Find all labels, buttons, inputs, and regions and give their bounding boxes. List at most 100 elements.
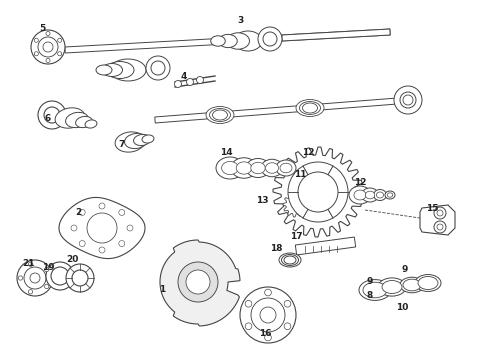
Ellipse shape: [134, 134, 150, 145]
Polygon shape: [283, 193, 307, 217]
Circle shape: [79, 240, 85, 247]
Circle shape: [45, 267, 49, 272]
Circle shape: [437, 224, 443, 230]
Circle shape: [28, 262, 33, 266]
Ellipse shape: [387, 193, 393, 197]
Ellipse shape: [206, 107, 234, 123]
Ellipse shape: [362, 188, 378, 202]
Text: 16: 16: [259, 329, 271, 338]
Ellipse shape: [75, 116, 93, 127]
Ellipse shape: [213, 110, 227, 120]
Polygon shape: [420, 205, 455, 235]
Ellipse shape: [115, 132, 145, 152]
Circle shape: [434, 221, 446, 233]
Polygon shape: [59, 197, 145, 258]
Ellipse shape: [216, 157, 244, 179]
Circle shape: [240, 287, 296, 343]
Circle shape: [265, 334, 271, 341]
Ellipse shape: [415, 275, 441, 292]
Polygon shape: [282, 29, 390, 41]
Text: 2: 2: [75, 207, 81, 216]
Circle shape: [17, 260, 53, 296]
Circle shape: [46, 262, 74, 290]
Ellipse shape: [276, 160, 296, 176]
Circle shape: [38, 37, 58, 57]
Ellipse shape: [106, 62, 134, 78]
Text: 12: 12: [302, 148, 314, 157]
Circle shape: [43, 42, 53, 52]
Circle shape: [34, 52, 38, 56]
Ellipse shape: [246, 158, 270, 177]
Ellipse shape: [221, 161, 239, 175]
Circle shape: [34, 38, 38, 42]
Ellipse shape: [373, 189, 387, 201]
Circle shape: [258, 27, 282, 51]
Circle shape: [38, 101, 66, 129]
Ellipse shape: [366, 191, 375, 199]
Circle shape: [18, 276, 23, 280]
Ellipse shape: [210, 108, 230, 122]
Circle shape: [288, 162, 348, 222]
Circle shape: [400, 92, 416, 108]
Ellipse shape: [400, 277, 424, 293]
Circle shape: [245, 300, 252, 307]
Circle shape: [284, 300, 291, 307]
Circle shape: [28, 290, 33, 294]
Text: 9: 9: [402, 266, 408, 274]
Circle shape: [46, 58, 50, 63]
Circle shape: [51, 267, 69, 285]
Text: 20: 20: [66, 256, 78, 265]
Text: 3: 3: [237, 15, 243, 24]
Circle shape: [174, 81, 181, 87]
Ellipse shape: [382, 280, 402, 293]
Polygon shape: [155, 97, 410, 123]
Circle shape: [263, 32, 277, 46]
Ellipse shape: [296, 99, 324, 117]
Ellipse shape: [211, 36, 225, 46]
Circle shape: [394, 86, 422, 114]
Circle shape: [24, 267, 46, 289]
Circle shape: [45, 284, 49, 289]
Ellipse shape: [234, 31, 262, 51]
Ellipse shape: [66, 112, 88, 128]
Circle shape: [146, 56, 170, 80]
Ellipse shape: [261, 159, 283, 177]
Ellipse shape: [266, 163, 279, 173]
Ellipse shape: [142, 135, 154, 143]
Circle shape: [434, 207, 446, 219]
Ellipse shape: [281, 255, 298, 266]
Text: 15: 15: [426, 203, 438, 212]
Circle shape: [251, 298, 285, 332]
Circle shape: [99, 247, 105, 253]
Circle shape: [186, 270, 210, 294]
Circle shape: [72, 270, 88, 286]
Text: 10: 10: [396, 303, 408, 312]
Ellipse shape: [219, 35, 237, 48]
Ellipse shape: [284, 256, 296, 264]
Ellipse shape: [363, 282, 387, 298]
Ellipse shape: [101, 63, 122, 77]
Text: 1: 1: [159, 285, 165, 294]
Circle shape: [245, 323, 252, 330]
Polygon shape: [65, 29, 390, 53]
Circle shape: [298, 172, 338, 212]
Ellipse shape: [96, 65, 112, 75]
Circle shape: [58, 52, 62, 56]
Text: 18: 18: [270, 243, 282, 252]
Circle shape: [403, 95, 413, 105]
Text: 14: 14: [220, 148, 232, 157]
Text: 6: 6: [45, 113, 51, 122]
Text: 21: 21: [22, 260, 34, 269]
Polygon shape: [160, 240, 240, 326]
Text: 13: 13: [256, 195, 268, 204]
Circle shape: [127, 225, 133, 231]
Text: 12: 12: [354, 177, 366, 186]
Text: 7: 7: [119, 140, 125, 149]
Ellipse shape: [299, 102, 320, 114]
Circle shape: [71, 225, 77, 231]
Text: 5: 5: [39, 23, 45, 32]
Ellipse shape: [280, 163, 292, 173]
Circle shape: [119, 240, 125, 247]
Circle shape: [119, 210, 125, 215]
Ellipse shape: [231, 158, 257, 178]
